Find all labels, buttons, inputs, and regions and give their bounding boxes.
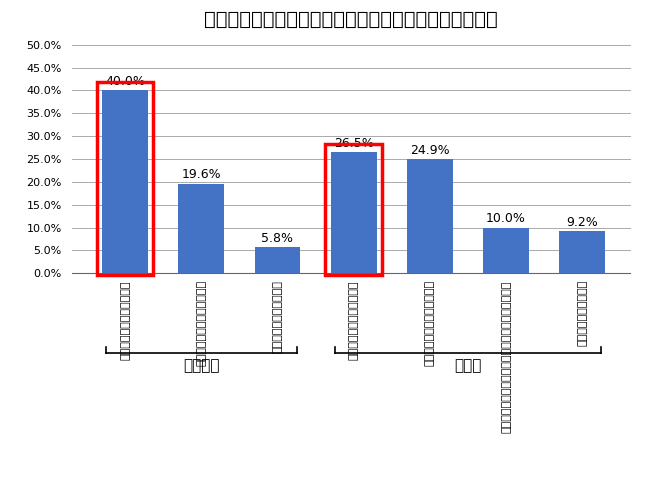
Bar [560,231,605,273]
Bar [407,160,452,273]
Text: 就業時間が希望と合わない: 就業時間が希望と合わない [348,280,359,360]
Bar [483,228,529,273]
Bar [331,152,376,273]
Text: ブランクがあることへの不安: ブランクがあることへの不安 [425,280,435,366]
Text: 5.8%: 5.8% [261,232,294,245]
Text: 9.2%: 9.2% [566,216,598,229]
Text: 26.5%: 26.5% [334,137,374,150]
Text: 責任の重さ・事故への不安: 責任の重さ・事故への不安 [120,280,130,360]
Text: 仕事の内容が合わない: 仕事の内容が合わない [577,280,587,346]
Text: 就業継続: 就業継続 [183,358,220,373]
Text: 雇用形態（正社員・パートなど）が希望と合わない: 雇用形態（正社員・パートなど）が希望と合わない [501,280,511,432]
Bar [179,184,224,273]
Bar [255,247,300,273]
Text: 再就職: 再就職 [454,358,482,373]
Bar [102,90,148,273]
Title: 【保育士としての就業を希望しない理由】（複数回答）: 【保育士としての就業を希望しない理由】（複数回答） [204,10,498,29]
Text: 40.0%: 40.0% [105,75,145,88]
Text: 教育・研修体制への不満: 教育・研修体制への不満 [272,280,283,353]
Text: 24.9%: 24.9% [410,144,450,157]
Text: 保護者との関係がむずかしい: 保護者との関係がむずかしい [196,280,206,366]
Text: 10.0%: 10.0% [486,212,526,225]
Text: 19.6%: 19.6% [181,168,221,181]
